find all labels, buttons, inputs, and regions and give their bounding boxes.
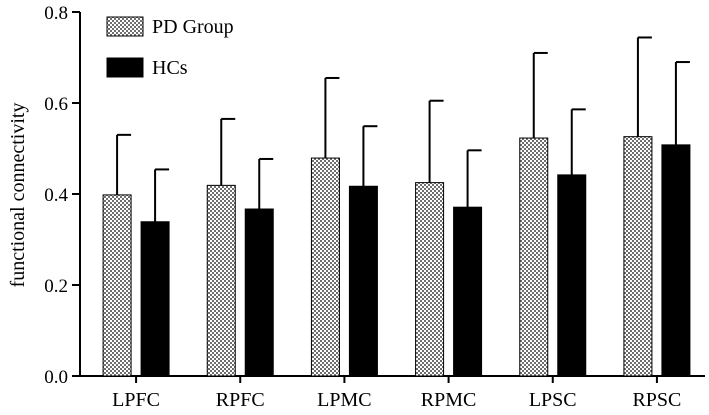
legend-label-hcs: HCs [152, 57, 188, 79]
legend-swatch-pd-group [106, 16, 144, 37]
bar-hcs-lpfc [140, 221, 170, 377]
y-tick-label: 0.0 [44, 367, 68, 388]
x-axis: LPFC RPFC LPMC RPMC LPSC RPSC [80, 375, 705, 411]
y-tick-label: 0.8 [44, 3, 68, 24]
y-axis: 0.0 0.2 0.4 0.6 0.8 [44, 3, 81, 388]
bar-pd-group-lpsc [519, 137, 549, 377]
bar-hcs-lpsc [557, 174, 587, 377]
bar-pd-group-lpmc [310, 157, 340, 377]
y-tick-label: 0.2 [44, 276, 68, 297]
bar-pd-group-rpfc [206, 184, 236, 377]
error-bars-group [116, 36, 690, 222]
legend-label-pd-group: PD Group [152, 16, 234, 38]
y-axis-title: functional connectivity [7, 103, 29, 288]
x-tick-label-rpmc: RPMC [421, 389, 477, 411]
x-tick-label-rpsc: RPSC [632, 389, 681, 411]
bar-hcs-rpfc [244, 208, 274, 377]
bar-hcs-lpmc [348, 185, 378, 377]
x-tick-label-rpfc: RPFC [216, 389, 265, 411]
bar-pd-group-rpsc [623, 136, 653, 377]
y-tick-label: 0.6 [44, 94, 68, 115]
bars-group [102, 136, 691, 377]
bar-hcs-rpsc [661, 144, 691, 377]
bar-pd-group-lpfc [102, 194, 132, 377]
bar-pd-group-rpmc [415, 182, 445, 377]
legend: PD Group HCs [106, 16, 234, 79]
x-tick-label-lpsc: LPSC [529, 389, 577, 411]
y-tick-label: 0.4 [44, 185, 68, 206]
x-tick-label-lpfc: LPFC [112, 389, 160, 411]
x-tick-label-lpmc: LPMC [317, 389, 371, 411]
legend-swatch-hcs [106, 57, 144, 78]
bar-hcs-rpmc [453, 206, 483, 377]
